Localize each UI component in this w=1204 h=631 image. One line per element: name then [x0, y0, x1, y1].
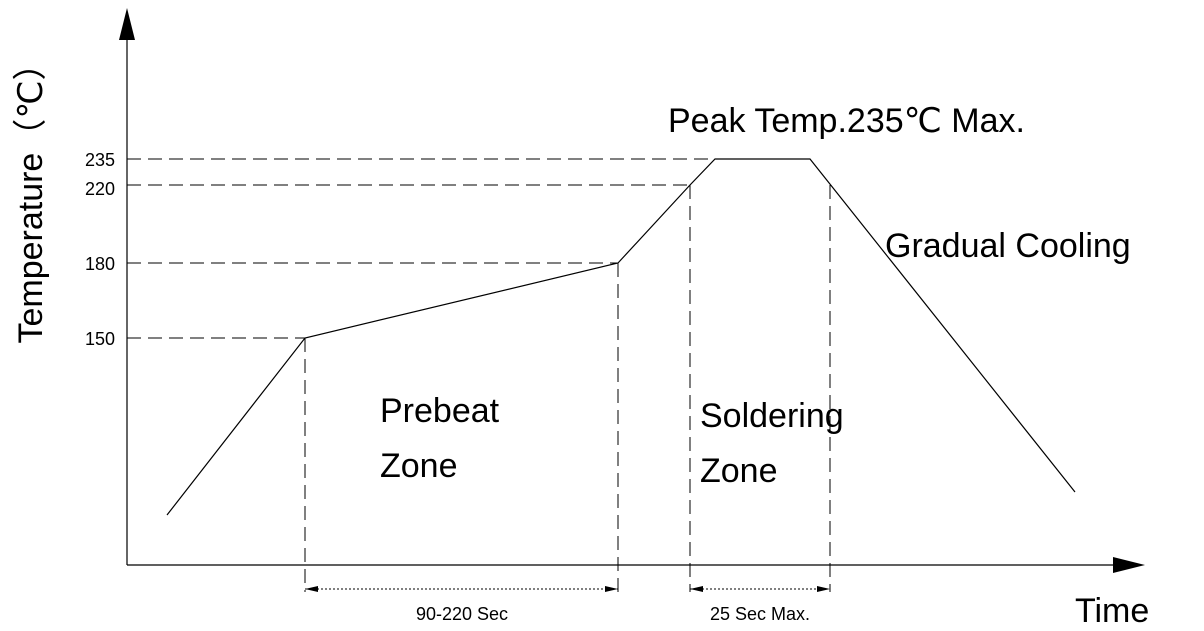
- x-axis-label: Time: [1075, 592, 1149, 630]
- duration-label: 90-220 Sec: [416, 604, 508, 624]
- x-arrow: [1113, 557, 1145, 573]
- level-label: 235: [85, 150, 115, 170]
- y-arrow: [119, 8, 135, 40]
- zone-label: Zone: [700, 452, 778, 490]
- level-label: 220: [85, 179, 115, 199]
- level-label: 150: [85, 329, 115, 349]
- zone-label: Zone: [380, 447, 458, 485]
- cooling-label: Gradual Cooling: [885, 227, 1131, 265]
- duration-label: 25 Sec Max.: [710, 604, 810, 624]
- profile-line: [166, 158, 1076, 516]
- y-axis-label: Temperature（℃）: [12, 46, 50, 343]
- level-label: 180: [85, 254, 115, 274]
- dimension-arrow: [605, 586, 618, 592]
- zone-label: Prebeat: [380, 392, 500, 430]
- dimension-arrow: [690, 586, 703, 592]
- zone-label: Soldering: [700, 397, 844, 435]
- dimension-arrow: [817, 586, 830, 592]
- peak-label: Peak Temp.235℃ Max.: [668, 102, 1025, 140]
- dimension-arrow: [305, 586, 318, 592]
